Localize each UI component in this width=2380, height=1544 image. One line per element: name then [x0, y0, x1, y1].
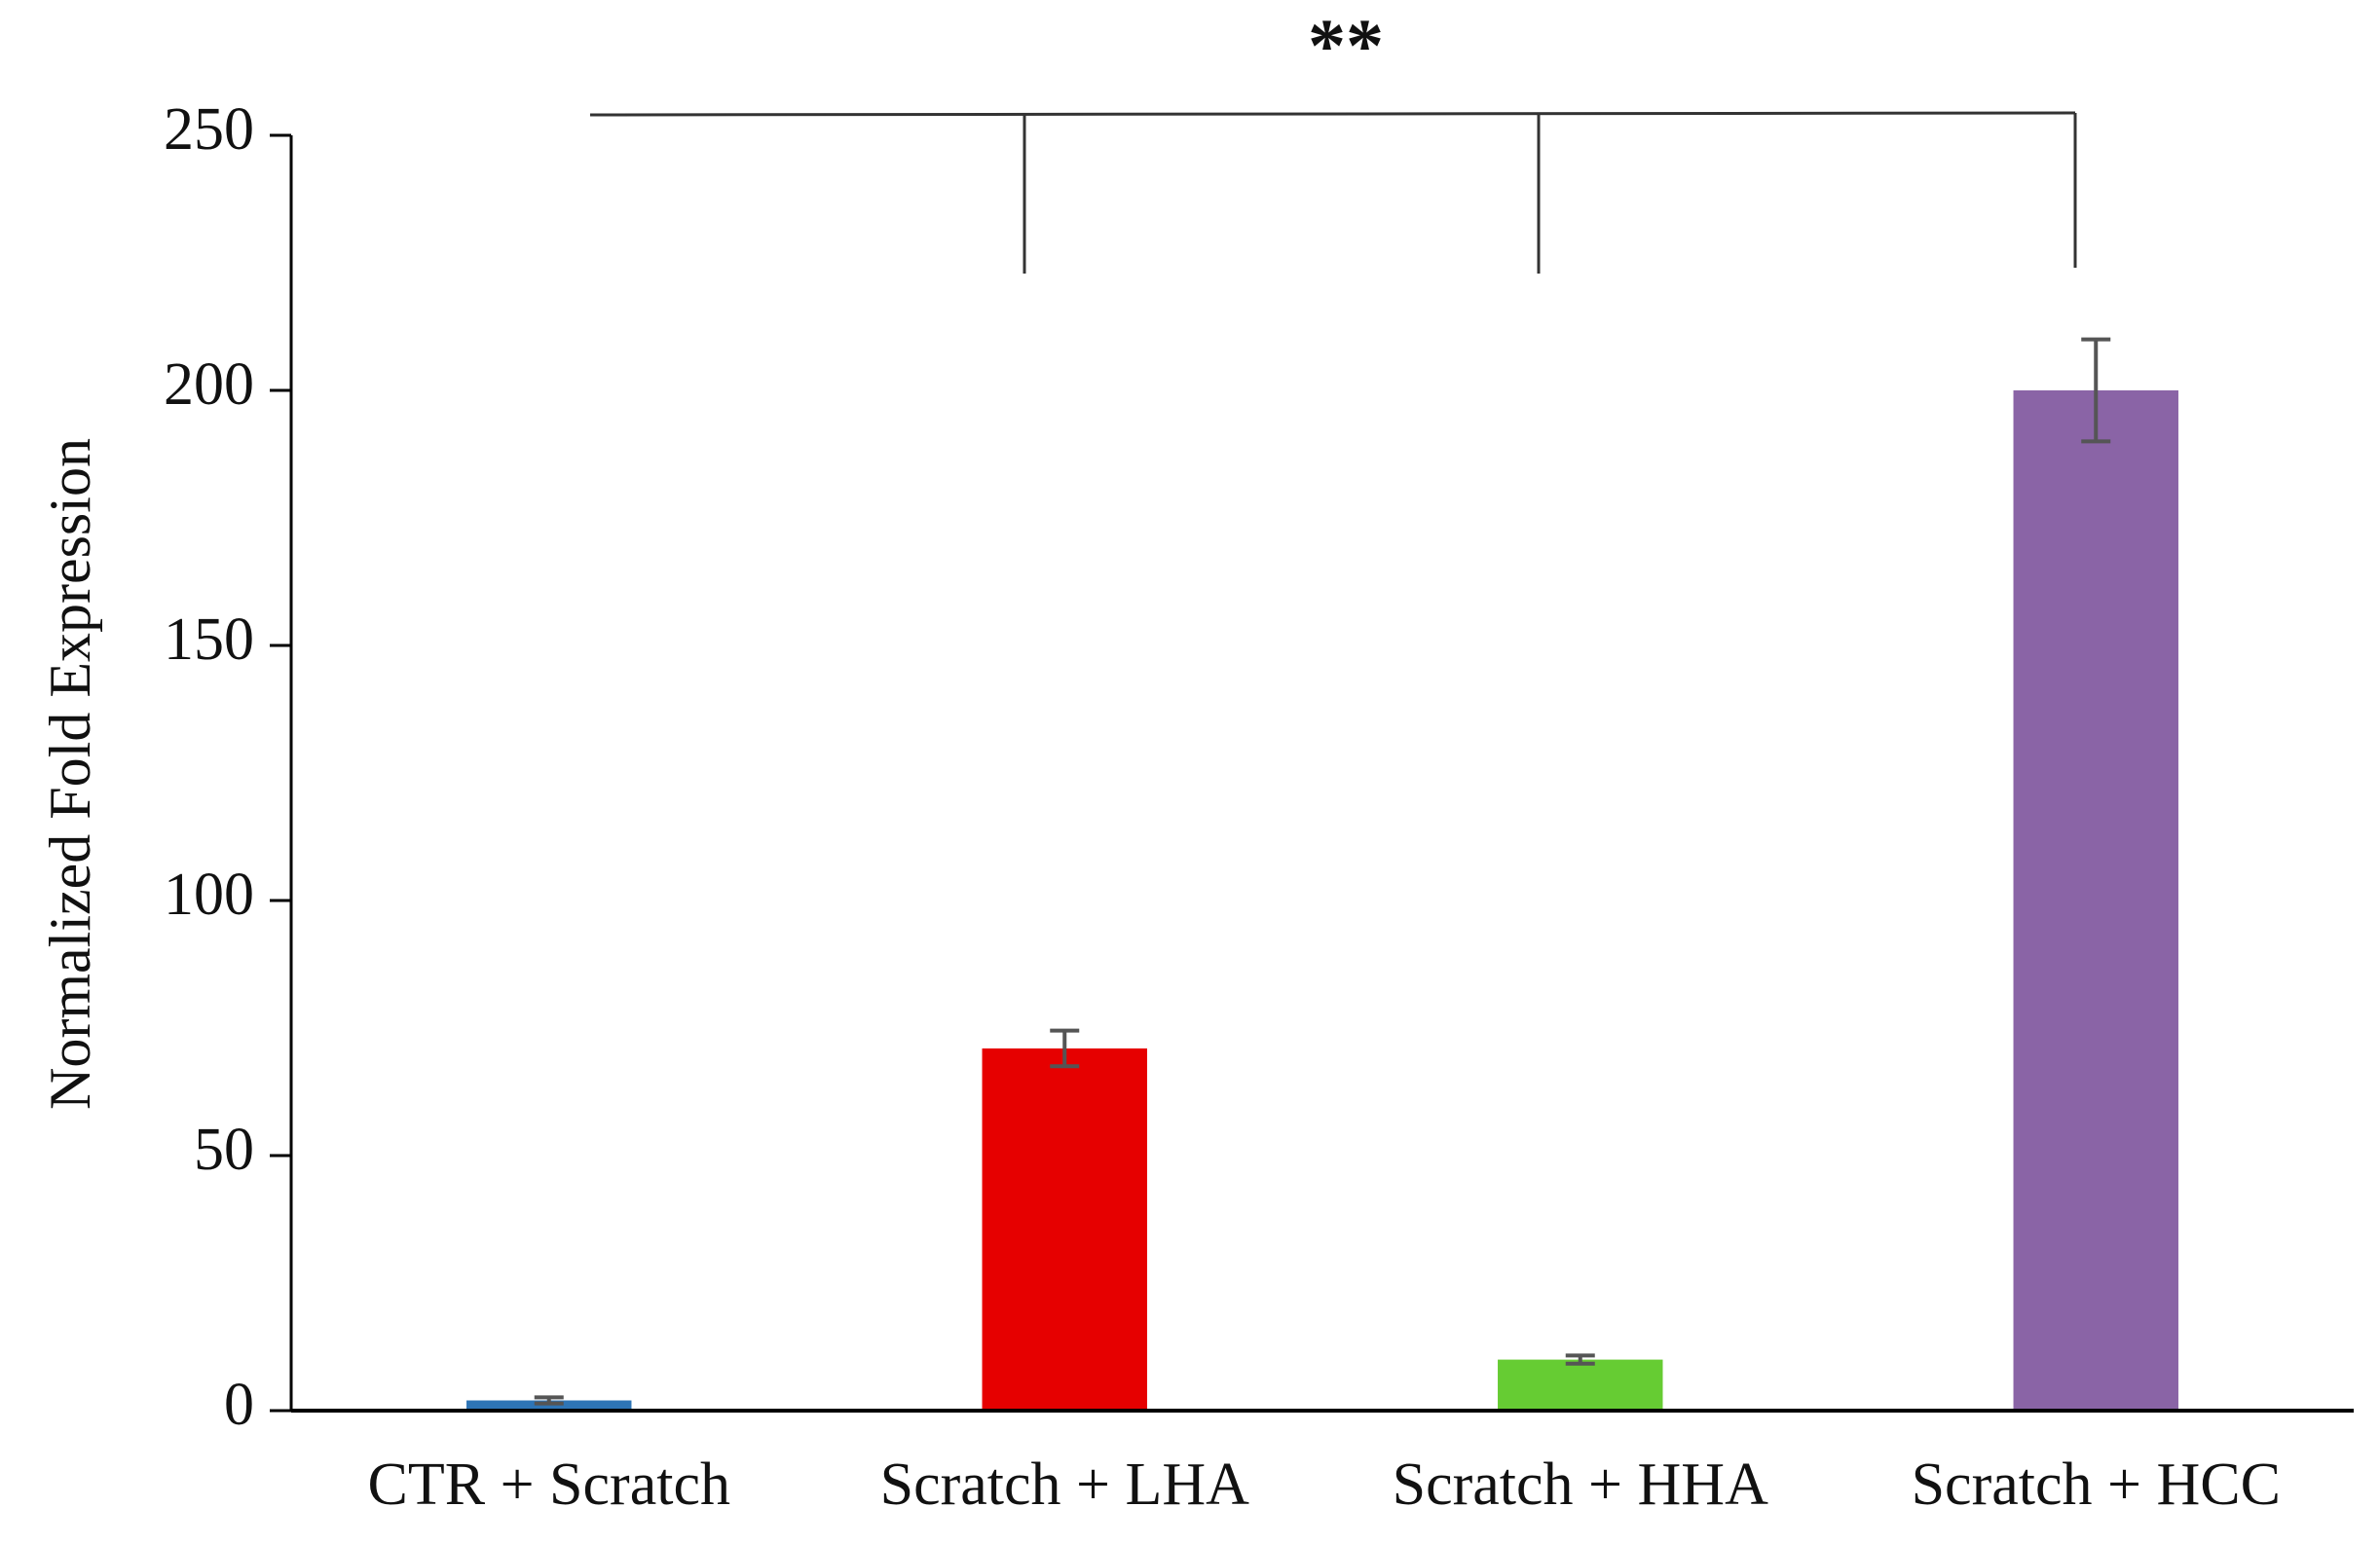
bar	[1498, 1359, 1663, 1411]
y-tick-label: 150	[164, 607, 254, 673]
x-tick-label: Scratch + LHA	[880, 1452, 1250, 1518]
significance-bracket	[589, 111, 2077, 274]
y-tick-label: 250	[164, 96, 254, 163]
bar	[466, 1400, 632, 1411]
y-axis-label: Normalized Fold Expression	[38, 438, 102, 1110]
y-tick-label: 200	[164, 351, 254, 418]
bar	[2013, 390, 2178, 1411]
y-tick-label: 0	[224, 1372, 254, 1438]
significance-label: **	[1308, 3, 1384, 88]
bar	[982, 1048, 1147, 1411]
x-tick-label: Scratch + HHA	[1393, 1452, 1768, 1518]
x-tick-label: Scratch + HCC	[1912, 1452, 2281, 1518]
y-tick-label: 100	[164, 862, 254, 928]
x-tick-label: CTR + Scratch	[368, 1452, 730, 1518]
y-tick-label: 50	[194, 1117, 254, 1183]
